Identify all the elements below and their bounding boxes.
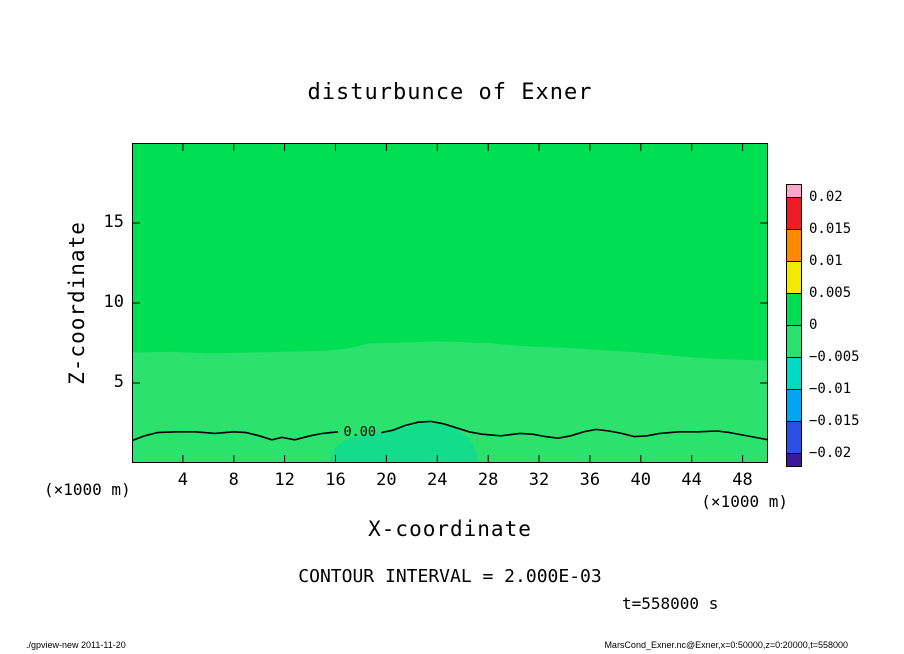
- x-tick-label: 44: [681, 470, 702, 490]
- footer-source: MarsCond_Exner.nc@Exner,x=0:50000,z=0:20…: [604, 640, 848, 650]
- y-tick-label: 5: [113, 372, 124, 392]
- fill-band: [132, 341, 768, 463]
- x-axis-unit-right: (×1000 m): [701, 492, 788, 511]
- x-tick-label: 32: [528, 470, 550, 490]
- contour-interval-note: CONTOUR INTERVAL = 2.000E-03: [298, 566, 602, 587]
- colorbar-cell: [786, 357, 802, 390]
- colorbar-label: 0.005: [809, 285, 852, 301]
- x-tick-label: 20: [376, 470, 397, 490]
- colorbar-cell: [786, 197, 802, 230]
- colorbar-label: 0.015: [809, 221, 852, 237]
- colorbar-cell: [786, 389, 802, 422]
- fill-patch: [329, 423, 480, 463]
- colorbar-cell: [786, 325, 802, 358]
- zero-contour-label: 0.00: [343, 424, 376, 440]
- zero-contour-line-1: [381, 420, 768, 441]
- colorbar-label: −0.015: [809, 413, 860, 429]
- y-tick-label: 10: [103, 292, 124, 312]
- x-tick-label: 36: [579, 470, 601, 490]
- colorbar-label: 0.01: [809, 253, 843, 269]
- colorbar-cell: [786, 453, 802, 467]
- time-annotation: t=558000 s: [622, 594, 719, 613]
- x-tick-label: 4: [177, 470, 188, 490]
- x-tick-label: 28: [477, 470, 499, 490]
- colorbar-label: −0.005: [809, 349, 860, 365]
- footer-command: ./gpview-new 2011-11-20: [26, 640, 126, 650]
- colorbar-cell: [786, 261, 802, 294]
- colorbar-cell: [786, 421, 802, 454]
- chart-title: disturbunce of Exner: [307, 80, 593, 105]
- x-axis-label: X-coordinate: [368, 517, 532, 541]
- x-tick-label: 8: [228, 470, 239, 490]
- x-tick-label: 12: [274, 470, 295, 490]
- x-tick-label: 40: [630, 470, 652, 490]
- plot-area: 0.00: [132, 143, 768, 463]
- colorbar-label: 0.02: [809, 189, 843, 205]
- plot-frame: [132, 143, 768, 463]
- colorbar: [786, 184, 802, 467]
- colorbar-label: −0.01: [809, 381, 852, 397]
- y-tick-label: 15: [103, 212, 124, 232]
- x-axis-unit-left: (×1000 m): [44, 480, 131, 499]
- colorbar-cell: [786, 229, 802, 262]
- x-tick-label: 16: [325, 470, 346, 490]
- colorbar-cell: [786, 184, 802, 198]
- zero-contour-line-0: [132, 430, 339, 442]
- x-tick-label: 24: [427, 470, 448, 490]
- colorbar-cell: [786, 293, 802, 326]
- colorbar-label: −0.02: [809, 445, 852, 461]
- x-tick-label: 48: [732, 470, 753, 490]
- colorbar-label: 0: [809, 317, 818, 333]
